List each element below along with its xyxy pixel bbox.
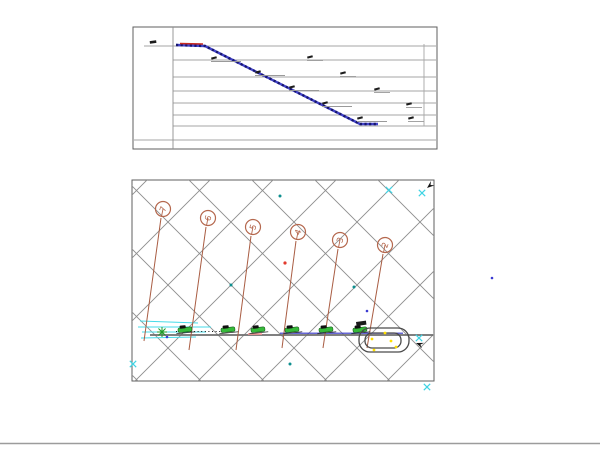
elevation-annotation: [255, 70, 261, 74]
marker-tick: [338, 239, 341, 248]
section-marker-4[interactable]: 4: [289, 223, 307, 241]
arrow-mark: [416, 342, 425, 349]
marker-leader-line: [366, 253, 384, 349]
marker-tick: [161, 208, 164, 217]
section-marker-2[interactable]: 2: [376, 236, 394, 254]
elevation-annotation: [307, 55, 313, 59]
yellow-point-dot: [394, 345, 398, 349]
grid-node-dot: [352, 285, 356, 289]
elevation-annotation: [408, 116, 414, 120]
cyan-x-mark: [385, 186, 393, 194]
station-start-mark: [149, 40, 157, 44]
elevation-annotation: [289, 85, 295, 89]
grid-node-dot: [288, 362, 292, 366]
section-marker-5[interactable]: 5: [244, 218, 262, 236]
marker-tick: [296, 231, 299, 240]
elevation-annotation: [406, 102, 412, 106]
marker-label: 5: [248, 223, 259, 232]
marker-label: 6: [203, 214, 214, 223]
yellow-point-dot: [370, 337, 374, 341]
elevation-annotation: [357, 116, 363, 120]
vehicle-symbol[interactable]: [351, 324, 371, 335]
cyan-x-mark: [418, 189, 426, 197]
plan-border: [131, 179, 435, 382]
yellow-point-dot: [372, 348, 376, 352]
blue-point-dot: [490, 276, 494, 280]
blue-point-dot: [365, 309, 369, 313]
profile-border: [132, 26, 438, 150]
vehicle-symbol[interactable]: [176, 324, 196, 335]
marker-tick: [206, 217, 209, 226]
section-marker-6[interactable]: 6: [199, 209, 217, 227]
profile-panel[interactable]: [132, 26, 438, 150]
grid-node-dot: [278, 194, 282, 198]
slope-polyline-dash: [175, 43, 378, 126]
blue-point-dot: [165, 335, 169, 339]
section-marker-3[interactable]: 3: [331, 231, 349, 249]
marker-leader-line: [281, 240, 297, 349]
section-marker-7[interactable]: 7: [154, 200, 172, 218]
yellow-point-dot: [383, 331, 387, 335]
marker-label: 4: [293, 228, 304, 237]
yellow-point-dot: [389, 339, 393, 343]
marker-circle: [331, 231, 349, 249]
marker-label: 2: [380, 241, 391, 250]
marker-circle: [154, 200, 172, 218]
marker-circle: [376, 236, 394, 254]
elevation-annotation: [374, 87, 380, 91]
elevation-annotation: [340, 71, 346, 75]
red-grade-line: [179, 42, 204, 45]
tree-symbol: [157, 327, 167, 337]
marker-tick: [383, 244, 386, 253]
cyan-x-mark: [129, 360, 137, 368]
vehicle-symbol[interactable]: [317, 324, 337, 335]
grid-node-dot: [229, 283, 233, 287]
marker-circle: [289, 223, 307, 241]
red-point-dot: [283, 261, 287, 265]
marker-label: 3: [335, 236, 346, 245]
marker-circle: [244, 218, 262, 236]
vehicle-symbol[interactable]: [283, 324, 303, 335]
arrow-mark: [427, 181, 435, 188]
vehicle-symbol[interactable]: [219, 324, 239, 335]
marker-leader-line: [143, 217, 162, 342]
marker-circle: [199, 209, 217, 227]
marker-leader-line: [235, 235, 252, 351]
ramp-lines: [138, 320, 211, 339]
cyan-x-mark: [423, 383, 431, 391]
cyan-x-mark: [415, 334, 423, 342]
elevation-annotation: [211, 56, 217, 60]
marker-label: 7: [158, 205, 169, 214]
vehicle-symbol[interactable]: [249, 324, 269, 335]
turnaround-loop[interactable]: [356, 320, 410, 353]
elevation-annotation: [322, 101, 328, 105]
marker-tick: [251, 226, 254, 235]
